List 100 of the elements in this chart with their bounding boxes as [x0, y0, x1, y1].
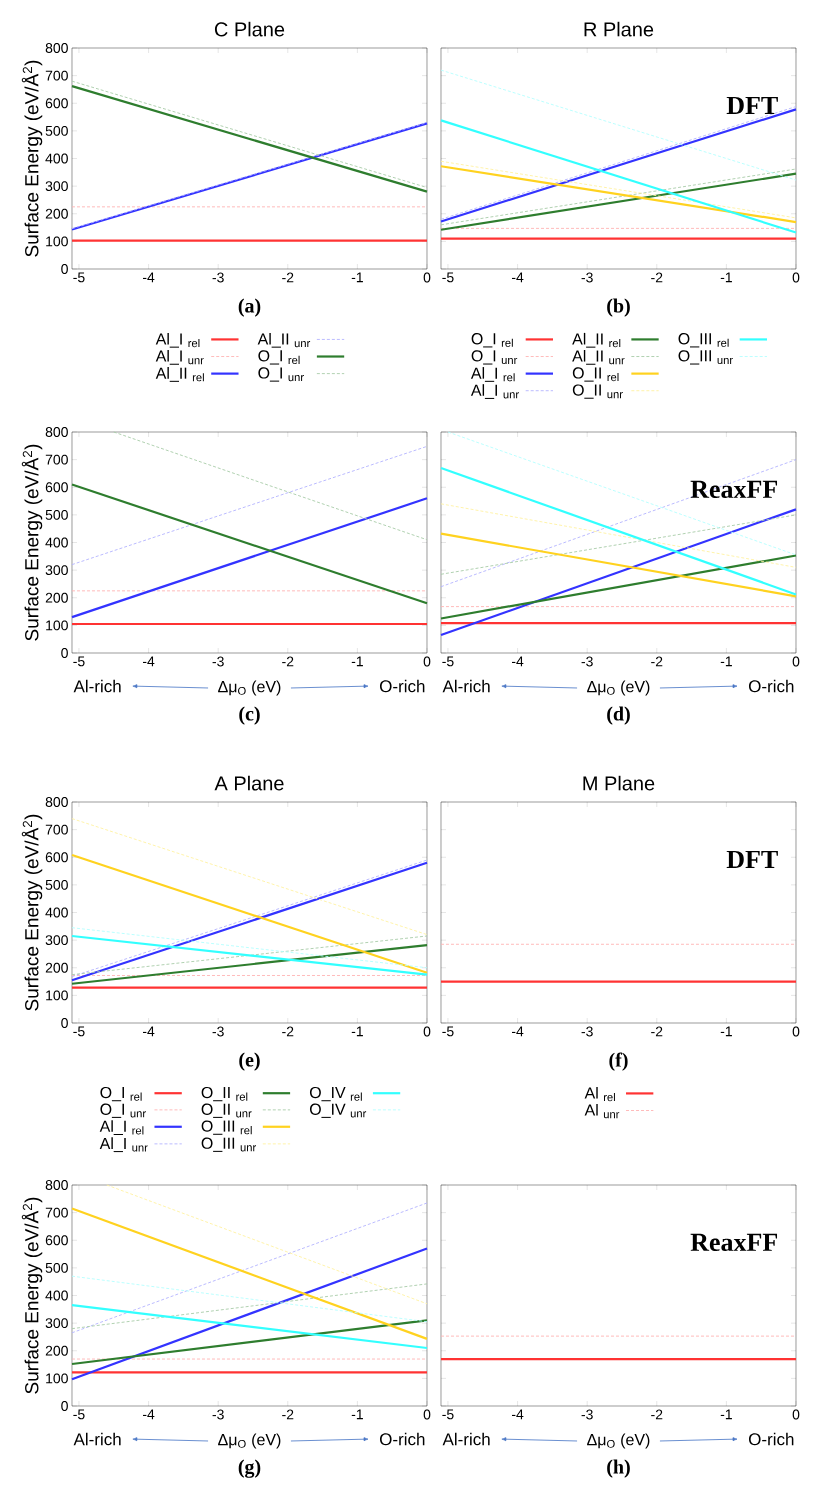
x-tick-label: -1	[720, 272, 732, 283]
x-tick-label: -1	[351, 656, 363, 667]
text: ReaxFF	[690, 1233, 778, 1252]
chart-title: A Plane	[214, 775, 284, 791]
y-tick-label: 200	[45, 962, 68, 973]
x-tick-label: -3	[581, 1026, 593, 1037]
text: DFT	[726, 96, 778, 114]
x-axis-title: Δμ$_{O}$ (eV)	[218, 680, 281, 696]
x-tick-label: -1	[351, 1026, 363, 1037]
text: O-rich	[379, 1432, 425, 1446]
x-tick-label: -4	[511, 1409, 524, 1420]
x-axis-title: Δμ$_{O}$ (eV)	[218, 1433, 281, 1449]
y-axis-title: Surface Energy (eV/Å$^{2}$)	[21, 60, 43, 257]
chart-title: C Plane	[214, 21, 285, 37]
legend-label: O_III $_{unr}$	[201, 1137, 257, 1152]
text: O-rich	[748, 1432, 794, 1446]
x-tick-label: -5	[73, 272, 85, 283]
y-tick-label: 0	[61, 264, 68, 274]
x-tick-label: -4	[142, 1409, 155, 1420]
x-tick-label: 0	[423, 656, 431, 667]
legend-label: Al_I $_{rel}$	[155, 332, 200, 348]
x-tick-label: -1	[720, 1026, 732, 1037]
chart-title: R Plane	[584, 21, 654, 37]
legend-label: O_I $_{unr}$	[258, 367, 304, 382]
x-tick-label: -4	[511, 656, 524, 667]
y-tick-label: 600	[45, 1235, 68, 1246]
x-tick-label: -1	[351, 1409, 363, 1420]
x-tick-label: -1	[720, 656, 732, 667]
x-tick-label: -1	[720, 1409, 732, 1420]
y-tick-label: 500	[45, 125, 68, 136]
text: Al-rich	[442, 679, 490, 693]
x-tick-label: -5	[73, 1026, 85, 1037]
y-tick-label: 300	[45, 565, 68, 576]
y-tick-label: 800	[45, 797, 68, 807]
y-axis-title: Surface Energy (eV/Å$^{2}$)	[21, 814, 43, 1011]
text: (c)	[239, 706, 260, 725]
legend-label: Al_II $_{unr}$	[572, 349, 625, 365]
legend-label: O_IV $_{unr}$	[309, 1103, 367, 1118]
x-tick-label: -3	[581, 656, 593, 667]
legend-label: Al_I $_{unr}$	[155, 349, 204, 365]
legend-label: O_I $_{unr}$	[100, 1103, 146, 1118]
text: DFT	[726, 850, 778, 868]
y-tick-label: 800	[45, 427, 68, 437]
x-axis-title: Δμ$_{O}$ (eV)	[587, 680, 650, 696]
y-tick-label: 0	[61, 648, 68, 658]
legend-label: O_III $_{unr}$	[678, 350, 733, 365]
text: Al-rich	[442, 1432, 490, 1446]
x-tick-label: 0	[423, 1026, 431, 1037]
text: O-rich	[748, 679, 794, 693]
y-axis-title: Surface Energy (eV/Å$^{2}$)	[21, 444, 43, 641]
legend-label: O_II $_{unr}$	[201, 1103, 252, 1118]
y-tick-label: 0	[61, 1401, 68, 1411]
text: (g)	[238, 1459, 261, 1478]
x-tick-label: -2	[282, 1409, 294, 1420]
x-tick-label: -3	[212, 272, 224, 283]
x-axis-title: Δμ$_{O}$ (eV)	[587, 1433, 650, 1449]
y-tick-label: 500	[45, 509, 68, 520]
x-tick-label: -3	[212, 656, 224, 667]
x-tick-label: -3	[212, 1409, 224, 1420]
legend-label: O_IV $_{rel}$	[309, 1086, 362, 1102]
legend-label: Al $_{unr}$	[584, 1103, 620, 1119]
x-tick-label: -2	[651, 1409, 663, 1420]
x-tick-label: -3	[212, 1026, 224, 1037]
y-tick-label: 700	[45, 824, 68, 835]
y-tick-label: 300	[45, 935, 68, 946]
legend-label: O_II $_{rel}$	[572, 367, 619, 382]
text: (h)	[607, 1459, 630, 1478]
y-tick-label: 700	[45, 454, 68, 465]
legend-label: Al $_{rel}$	[584, 1086, 615, 1102]
y-tick-label: 700	[45, 1207, 68, 1218]
legend-label: O_I $_{rel}$	[471, 333, 513, 348]
legend-label: O_III $_{rel}$	[201, 1120, 252, 1135]
y-tick-label: 500	[45, 879, 68, 890]
y-tick-label: 400	[45, 153, 68, 164]
text: (e)	[239, 1052, 260, 1071]
text: (a)	[238, 298, 261, 317]
x-tick-label: -2	[651, 656, 663, 667]
legend-label: O_II $_{unr}$	[572, 384, 623, 399]
y-tick-label: 700	[45, 70, 68, 81]
x-tick-label: -5	[442, 1026, 454, 1037]
legend-label: Al_I $_{unr}$	[470, 384, 519, 399]
x-tick-label: -4	[142, 272, 155, 283]
y-axis-title: Surface Energy (eV/Å$^{2}$)	[21, 1197, 43, 1394]
y-tick-label: 200	[45, 1345, 68, 1356]
legend-label: O_I $_{unr}$	[471, 350, 518, 365]
y-tick-label: 300	[45, 1318, 68, 1329]
legend-label: Al_II $_{rel}$	[572, 332, 621, 348]
y-tick-label: 600	[45, 852, 68, 863]
legend-label: Al_II $_{unr}$	[257, 332, 311, 348]
x-tick-label: -1	[351, 272, 363, 283]
y-tick-label: 100	[46, 236, 68, 247]
y-tick-label: 400	[45, 537, 68, 548]
text: (d)	[607, 706, 630, 725]
y-tick-label: 300	[45, 181, 68, 192]
y-tick-label: 400	[45, 1290, 68, 1301]
x-tick-label: -4	[511, 272, 524, 283]
x-tick-label: -4	[511, 1026, 524, 1037]
y-tick-label: 100	[46, 990, 68, 1001]
legend-label: O_I $_{rel}$	[100, 1086, 142, 1102]
y-tick-label: 800	[45, 43, 68, 53]
